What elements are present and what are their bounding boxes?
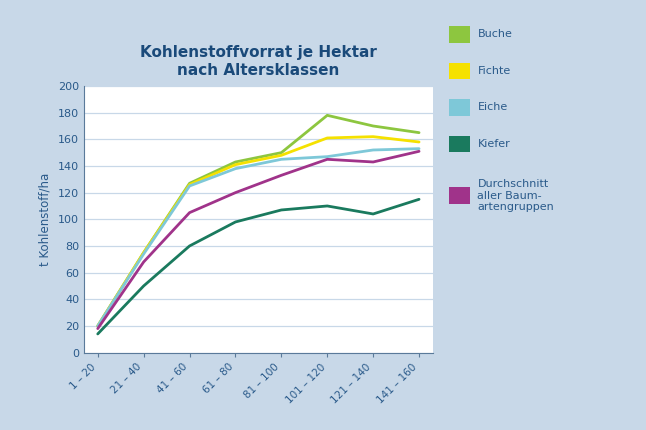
Y-axis label: t Kohlenstoff/ha: t Kohlenstoff/ha	[38, 173, 51, 266]
Text: Eiche: Eiche	[477, 102, 508, 113]
Title: Kohlenstoffvorrat je Hektar
nach Altersklassen: Kohlenstoffvorrat je Hektar nach Altersk…	[140, 46, 377, 78]
Text: Durchschnitt
aller Baum-
artengruppen: Durchschnitt aller Baum- artengruppen	[477, 179, 554, 212]
Text: Fichte: Fichte	[477, 66, 510, 76]
Text: Buche: Buche	[477, 29, 512, 40]
Text: Kiefer: Kiefer	[477, 139, 510, 149]
